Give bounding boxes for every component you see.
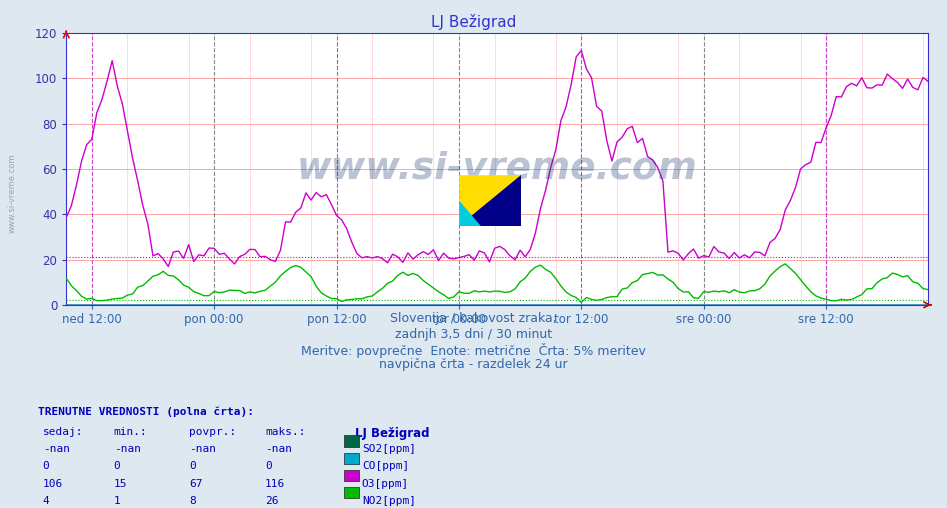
Text: 106: 106 (43, 479, 63, 489)
Text: www.si-vreme.com: www.si-vreme.com (296, 151, 698, 187)
Text: -nan: -nan (43, 444, 70, 454)
Text: SO2[ppm]: SO2[ppm] (362, 444, 416, 454)
Text: sedaj:: sedaj: (43, 427, 83, 437)
Text: 26: 26 (265, 496, 278, 506)
Text: LJ Bežigrad: LJ Bežigrad (355, 427, 430, 440)
Text: -nan: -nan (189, 444, 217, 454)
Text: povpr.:: povpr.: (189, 427, 237, 437)
Text: maks.:: maks.: (265, 427, 306, 437)
Text: TRENUTNE VREDNOSTI (polna črta):: TRENUTNE VREDNOSTI (polna črta): (38, 406, 254, 417)
Text: 0: 0 (114, 461, 120, 471)
Text: 0: 0 (265, 461, 272, 471)
Text: 1: 1 (114, 496, 120, 506)
Text: 4: 4 (43, 496, 49, 506)
Polygon shape (459, 201, 481, 226)
Text: 0: 0 (189, 461, 196, 471)
Text: 116: 116 (265, 479, 285, 489)
Text: 15: 15 (114, 479, 127, 489)
Text: zadnjh 3,5 dni / 30 minut: zadnjh 3,5 dni / 30 minut (395, 328, 552, 341)
Text: -nan: -nan (265, 444, 293, 454)
Text: navpična črta - razdelek 24 ur: navpična črta - razdelek 24 ur (379, 358, 568, 371)
Text: 0: 0 (43, 461, 49, 471)
Polygon shape (459, 175, 521, 226)
Text: Meritve: povprečne  Enote: metrične  Črta: 5% meritev: Meritve: povprečne Enote: metrične Črta:… (301, 343, 646, 358)
Text: min.:: min.: (114, 427, 148, 437)
Text: -nan: -nan (114, 444, 141, 454)
Text: LJ Bežigrad: LJ Bežigrad (431, 14, 516, 30)
Text: O3[ppm]: O3[ppm] (362, 479, 409, 489)
Text: www.si-vreme.com: www.si-vreme.com (8, 153, 17, 233)
Polygon shape (459, 175, 521, 226)
Text: NO2[ppm]: NO2[ppm] (362, 496, 416, 506)
Text: Slovenija / kakovost zraka,: Slovenija / kakovost zraka, (390, 312, 557, 326)
Text: 67: 67 (189, 479, 203, 489)
Text: CO[ppm]: CO[ppm] (362, 461, 409, 471)
Text: 8: 8 (189, 496, 196, 506)
